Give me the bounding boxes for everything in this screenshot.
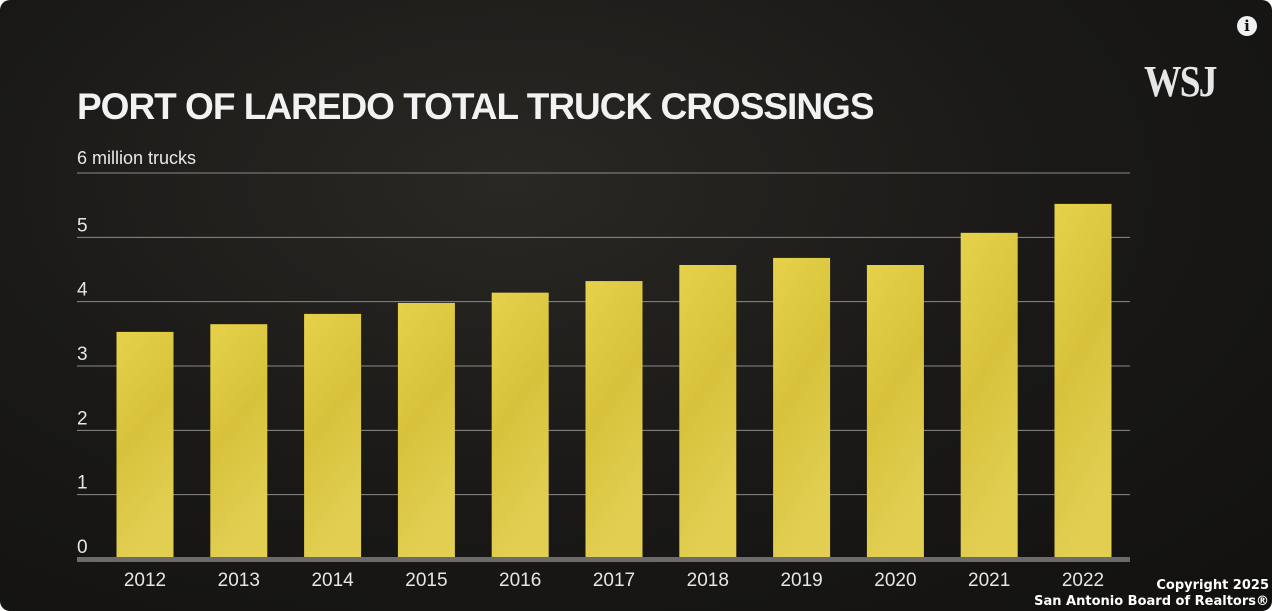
x-tick-label: 2013 (218, 570, 260, 591)
y-tick-label: 4 (77, 280, 88, 301)
x-tick-label: 2018 (687, 570, 729, 591)
chart-title: PORT OF LAREDO TOTAL TRUCK CROSSINGS (77, 86, 875, 127)
bar-2017 (585, 281, 643, 559)
bar-2015 (397, 302, 455, 559)
y-tick-label: 2 (77, 408, 88, 429)
y-tick-label: 0 (77, 537, 88, 558)
copyright-line-2: San Antonio Board of Realtors® (1034, 594, 1269, 609)
x-tick-label: 2015 (405, 570, 447, 591)
bar-2014 (304, 313, 362, 559)
bar-2016 (491, 292, 549, 559)
info-icon[interactable]: i (1237, 16, 1257, 36)
x-tick-label: 2016 (499, 570, 541, 591)
bar-2021 (960, 232, 1018, 559)
y-tick-label: 3 (77, 344, 88, 365)
bar-2019 (773, 257, 831, 559)
x-tick-label: 2021 (968, 570, 1010, 591)
x-tick-label: 2020 (874, 570, 916, 591)
copyright-line-1: Copyright 2025 (1156, 578, 1269, 593)
copyright-notice: Copyright 2025 San Antonio Board of Real… (1034, 578, 1269, 610)
x-axis-line (77, 557, 1130, 562)
wsj-logo: WSJ (1144, 57, 1218, 106)
x-tick-label: 2019 (780, 570, 822, 591)
bar-2020 (866, 264, 924, 559)
bar-2018 (679, 264, 737, 559)
x-tick-label: 2014 (311, 570, 354, 591)
y-tick-label: 5 (77, 215, 88, 236)
x-tick-label: 2012 (124, 570, 166, 591)
x-tick-label: 2022 (1062, 570, 1104, 591)
x-tick-label: 2017 (593, 570, 635, 591)
bar-2013 (210, 324, 268, 559)
y-axis-label: 6 million trucks (77, 148, 197, 168)
bar-2012 (116, 331, 174, 559)
y-tick-label: 1 (77, 473, 88, 494)
bar-2022 (1054, 203, 1112, 559)
